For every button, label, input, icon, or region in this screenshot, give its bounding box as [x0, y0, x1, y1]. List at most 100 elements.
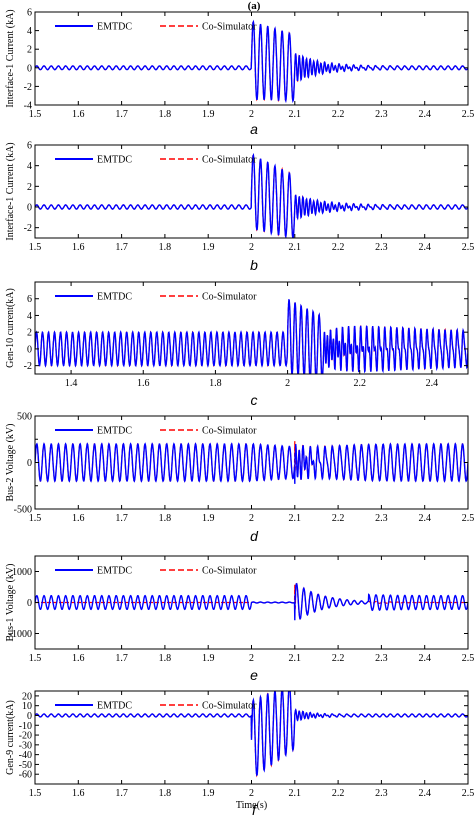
y-tick-label: 2 [27, 45, 32, 56]
x-tick-label: 2.4 [418, 788, 431, 799]
x-tick-label: 1.8 [209, 378, 222, 389]
x-tick-label: 1.6 [72, 788, 85, 799]
y-axis-label: Interface-1 Current (kA) [5, 9, 16, 107]
y-tick-label: 500 [17, 412, 32, 423]
legend-label-co-simulator: Co-Simulator [202, 426, 257, 437]
x-tick-label: 2.4 [418, 109, 431, 120]
legend-label-co-simulator: Co-Simulator [202, 22, 257, 33]
x-tick-label: 1.5 [29, 109, 42, 120]
x-tick-label: 2.2 [332, 109, 345, 120]
x-tick-label: 1.9 [202, 513, 215, 524]
x-tick-label: 2.2 [332, 653, 345, 664]
series-line-emtdc [35, 298, 468, 374]
y-tick-label: -1000 [9, 629, 32, 640]
x-tick-label: 1.8 [159, 242, 172, 253]
x-tick-label: 1.4 [65, 378, 78, 389]
x-tick-label: 1.7 [115, 109, 128, 120]
legend-label-co-simulator: Co-Simulator [202, 292, 257, 303]
x-tick-label: 2.2 [332, 242, 345, 253]
chart-panel-f: 1.5 1.6 1.7 1.8 1.9 2 2.1 2.2 2.3 2.4 2.520100-10-… [5, 690, 474, 818]
y-tick-label: 0 [27, 203, 32, 214]
y-tick-label: 0 [27, 63, 32, 74]
panel-label-d: d [250, 528, 259, 544]
y-tick-label: -4 [24, 101, 32, 112]
x-tick-label: 1.5 [29, 242, 42, 253]
x-tick-label: 1.6 [72, 513, 85, 524]
x-tick-label: 1.5 [29, 653, 42, 664]
figure-label: (a) [248, 0, 261, 12]
y-axis-label: Gen-10 current(kA) [5, 288, 16, 368]
y-tick-label: 6 [27, 294, 32, 305]
x-tick-label: 2.1 [289, 653, 302, 664]
y-axis-label: Bus-1 Voltage (kV) [5, 564, 16, 642]
chart-panel-d: 1.5 1.6 1.7 1.8 1.9 2 2.1 2.2 2.3 2.4 2.5 500 0 -500 B… [5, 412, 474, 545]
x-tick-label: 1.7 [115, 653, 128, 664]
plot-frame [34, 281, 469, 375]
y-axis-label: Interface-1 Current (kA) [5, 142, 16, 240]
legend-label-emtdc: EMTDC [97, 426, 132, 437]
y-axis-label: Bus-2 Voltage (kV) [5, 424, 16, 502]
x-tick-label: 2.1 [289, 109, 302, 120]
y-tick-label: 6 [27, 8, 32, 19]
chart-panel-e: 1.5 1.6 1.7 1.8 1.9 2 2.1 2.2 2.3 2.4 2.5 1000 0 -100… [5, 555, 474, 683]
x-tick-label: 2.5 [462, 653, 474, 664]
x-tick-label: 1.7 [115, 513, 128, 524]
x-tick-label: 1.6 [72, 242, 85, 253]
x-tick-label: 2.1 [289, 513, 302, 524]
x-tick-label: 2.2 [332, 788, 345, 799]
x-tick-label: 2.4 [418, 653, 431, 664]
x-tick-label: 1.8 [159, 653, 172, 664]
y-tick-label: -20 [19, 731, 32, 742]
x-tick-label: 2.5 [462, 513, 474, 524]
y-tick-label: -30 [19, 740, 32, 751]
y-tick-label: -60 [19, 770, 32, 781]
y-tick-label: 0 [27, 711, 32, 722]
y-tick-label: 10 [22, 701, 32, 712]
y-tick-label: 1000 [12, 567, 32, 578]
legend-label-emtdc: EMTDC [97, 22, 132, 33]
x-tick-label: 2.3 [375, 513, 388, 524]
x-tick-label: 2.5 [462, 788, 474, 799]
y-tick-label: -10 [19, 721, 32, 732]
x-tick-label: 1.8 [159, 109, 172, 120]
x-tick-label: 2.3 [375, 653, 388, 664]
x-tick-label: 1.6 [72, 653, 85, 664]
x-tick-label: 2.2 [332, 513, 345, 524]
x-tick-label: 1.9 [202, 788, 215, 799]
x-tick-label: 2.1 [289, 242, 302, 253]
panel-label-c: c [251, 392, 258, 408]
legend-label-emtdc: EMTDC [97, 566, 132, 577]
x-tick-label: 2.2 [354, 378, 367, 389]
chart-panel-c: 1.4 1.6 1.8 2 2.2 2.4 6 4 2 0 -2 Gen-10 current(kA)… [5, 281, 469, 408]
panel-label-b: b [250, 257, 258, 273]
chart-panel-b: 1.5 1.6 1.7 1.8 1.9 2 2.1 2.2 2.3 2.4 2.5 6 4 2 0 -2 Int… [5, 141, 474, 274]
x-tick-label: 2.3 [375, 109, 388, 120]
x-tick-label: 1.6 [72, 109, 85, 120]
x-tick-label: 2.5 [462, 242, 474, 253]
x-tick-label: 1.7 [115, 788, 128, 799]
panel-label-f: f [252, 802, 258, 818]
series-line-emtdc [35, 442, 468, 484]
y-axis-label: Gen-9 current(kA) [5, 700, 16, 775]
y-tick-label: 2 [27, 182, 32, 193]
legend-label-emtdc: EMTDC [97, 292, 132, 303]
x-tick-label: 2.1 [289, 788, 302, 799]
y-tick-label: -500 [14, 505, 32, 516]
legend-label-co-simulator: Co-Simulator [202, 566, 257, 577]
x-tick-label: 1.5 [29, 513, 42, 524]
x-tick-label: 1.5 [29, 788, 42, 799]
x-tick-label: 2 [285, 378, 290, 389]
x-tick-label: 2.5 [462, 109, 474, 120]
y-tick-label: -40 [19, 750, 32, 761]
y-tick-label: -2 [24, 223, 32, 234]
panel-label-a: a [250, 121, 258, 137]
y-tick-label: 4 [27, 311, 32, 322]
y-tick-label: 20 [22, 691, 32, 702]
series-line-emtdc [35, 582, 468, 621]
x-tick-label: 1.9 [202, 109, 215, 120]
legend-label-emtdc: EMTDC [97, 155, 132, 166]
x-tick-label: 1.9 [202, 653, 215, 664]
legend-label-co-simulator: Co-Simulator [202, 155, 257, 166]
x-tick-label: 2 [249, 242, 254, 253]
